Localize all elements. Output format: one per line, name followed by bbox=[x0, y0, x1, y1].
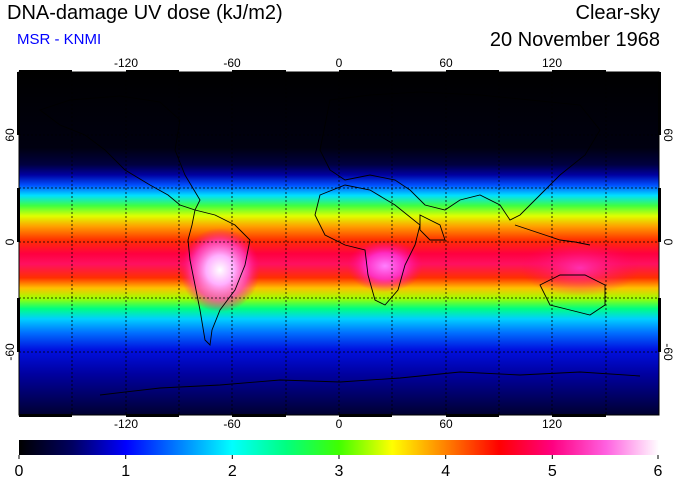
lat-label-right-0: 0 bbox=[661, 239, 675, 246]
lat-label-left-neg60: -60 bbox=[3, 343, 17, 361]
lat-label-left-0: 0 bbox=[3, 238, 17, 245]
colorbar-label-0: 0 bbox=[15, 463, 24, 480]
africa-hotspot bbox=[347, 240, 423, 292]
lon-label-bottom-e120: 120 bbox=[542, 417, 562, 431]
lat-label-right-60: 60 bbox=[661, 128, 675, 142]
lat-label-right-neg60: -60 bbox=[661, 343, 675, 361]
graticule bbox=[19, 72, 659, 415]
lon-label-top-w120: -120 bbox=[114, 56, 138, 70]
australia-hotspot bbox=[520, 240, 640, 296]
sky-condition-label: Clear-sky bbox=[575, 2, 660, 24]
lon-label-top-e60: 60 bbox=[439, 56, 453, 70]
lon-label-bottom-0: 0 bbox=[336, 417, 343, 431]
colorbar bbox=[19, 440, 659, 455]
colorbar-label-6: 6 bbox=[654, 463, 663, 480]
lon-label-bottom-w60: -60 bbox=[223, 417, 241, 431]
lon-label-top-0: 0 bbox=[336, 56, 343, 70]
colorbar-ticks bbox=[18, 455, 659, 459]
colorbar-label-3: 3 bbox=[335, 463, 344, 480]
source-label: MSR - KNMI bbox=[17, 31, 102, 48]
frame-ticks bbox=[17, 70, 661, 417]
lat-label-left-60: 60 bbox=[3, 128, 17, 142]
colorbar-label-5: 5 bbox=[548, 463, 557, 480]
lon-label-top-w60: -60 bbox=[223, 56, 241, 70]
lon-label-bottom-e60: 60 bbox=[439, 417, 453, 431]
colorbar-label-4: 4 bbox=[441, 463, 450, 480]
lon-label-bottom-w120: -120 bbox=[114, 417, 138, 431]
map-title: DNA-damage UV dose (kJ/m2) bbox=[7, 2, 283, 24]
south-america-hotspot bbox=[180, 228, 260, 312]
colorbar-label-2: 2 bbox=[228, 463, 237, 480]
coastlines bbox=[39, 91, 641, 396]
lon-label-top-e120: 120 bbox=[542, 56, 562, 70]
date-label: 20 November 1968 bbox=[489, 29, 660, 51]
colorbar-label-1: 1 bbox=[121, 463, 130, 480]
